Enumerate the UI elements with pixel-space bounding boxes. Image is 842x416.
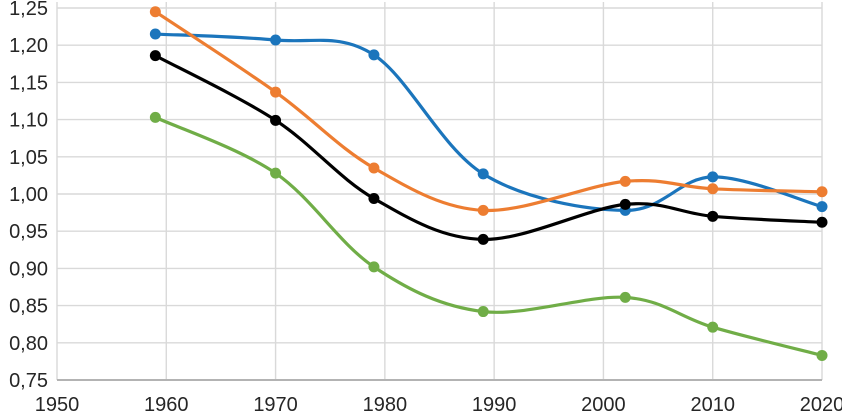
data-point-marker-green-series — [149, 111, 161, 123]
data-point-marker-orange-series — [477, 204, 489, 216]
data-point-marker-black-series — [270, 114, 282, 126]
y-axis-tick-label: 1,15 — [9, 72, 48, 94]
x-axis-tick-label: 2000 — [581, 394, 626, 416]
data-point-marker-green-series — [368, 261, 380, 273]
data-point-marker-orange-series — [707, 183, 719, 195]
x-axis-tick-label: 2020 — [800, 394, 842, 416]
y-axis-tick-label: 0,85 — [9, 296, 48, 318]
data-point-marker-blue-series — [707, 171, 719, 183]
data-point-marker-black-series — [477, 233, 489, 245]
series-line-orange-series — [153, 10, 824, 213]
x-axis-tick-label: 1990 — [472, 394, 517, 416]
data-point-marker-green-series — [707, 321, 719, 333]
y-axis-tick-label: 1,00 — [9, 184, 48, 206]
x-axis-tick-label: 1960 — [144, 394, 189, 416]
data-point-marker-blue-series — [816, 201, 828, 213]
data-point-marker-blue-series — [477, 168, 489, 180]
y-axis-tick-label: 0,90 — [9, 258, 48, 280]
data-point-marker-orange-series — [149, 6, 161, 18]
data-point-marker-black-series — [816, 216, 828, 228]
y-axis-tick-label: 0,95 — [9, 221, 48, 243]
data-point-marker-black-series — [149, 50, 161, 62]
data-point-marker-orange-series — [368, 162, 380, 174]
data-point-marker-black-series — [619, 198, 631, 210]
data-point-marker-green-series — [619, 291, 631, 303]
series-line-green-series — [153, 115, 824, 357]
x-axis-tick-label: 1970 — [253, 394, 298, 416]
series-line-blue-series — [153, 32, 824, 213]
data-point-marker-blue-series — [270, 34, 282, 46]
data-point-marker-green-series — [477, 306, 489, 318]
data-point-marker-orange-series — [619, 175, 631, 187]
data-point-marker-green-series — [270, 167, 282, 179]
y-axis-tick-label: 1,10 — [9, 110, 48, 132]
data-point-marker-orange-series — [270, 86, 282, 98]
y-axis-tick-label: 0,80 — [9, 333, 48, 355]
y-axis-tick-label: 1,05 — [9, 147, 48, 169]
data-point-marker-green-series — [816, 349, 828, 361]
data-point-marker-black-series — [707, 210, 719, 222]
x-axis-tick-label: 1980 — [363, 394, 408, 416]
data-point-marker-orange-series — [816, 186, 828, 198]
y-axis-tick-label: 0,75 — [9, 370, 48, 392]
data-point-marker-blue-series — [149, 28, 161, 40]
x-axis-tick-label: 2010 — [690, 394, 735, 416]
y-axis-tick-label: 1,25 — [9, 0, 48, 20]
data-point-marker-black-series — [368, 192, 380, 204]
data-point-marker-blue-series — [368, 49, 380, 61]
y-axis-tick-label: 1,20 — [9, 35, 48, 57]
x-axis-tick-label: 1950 — [35, 394, 80, 416]
